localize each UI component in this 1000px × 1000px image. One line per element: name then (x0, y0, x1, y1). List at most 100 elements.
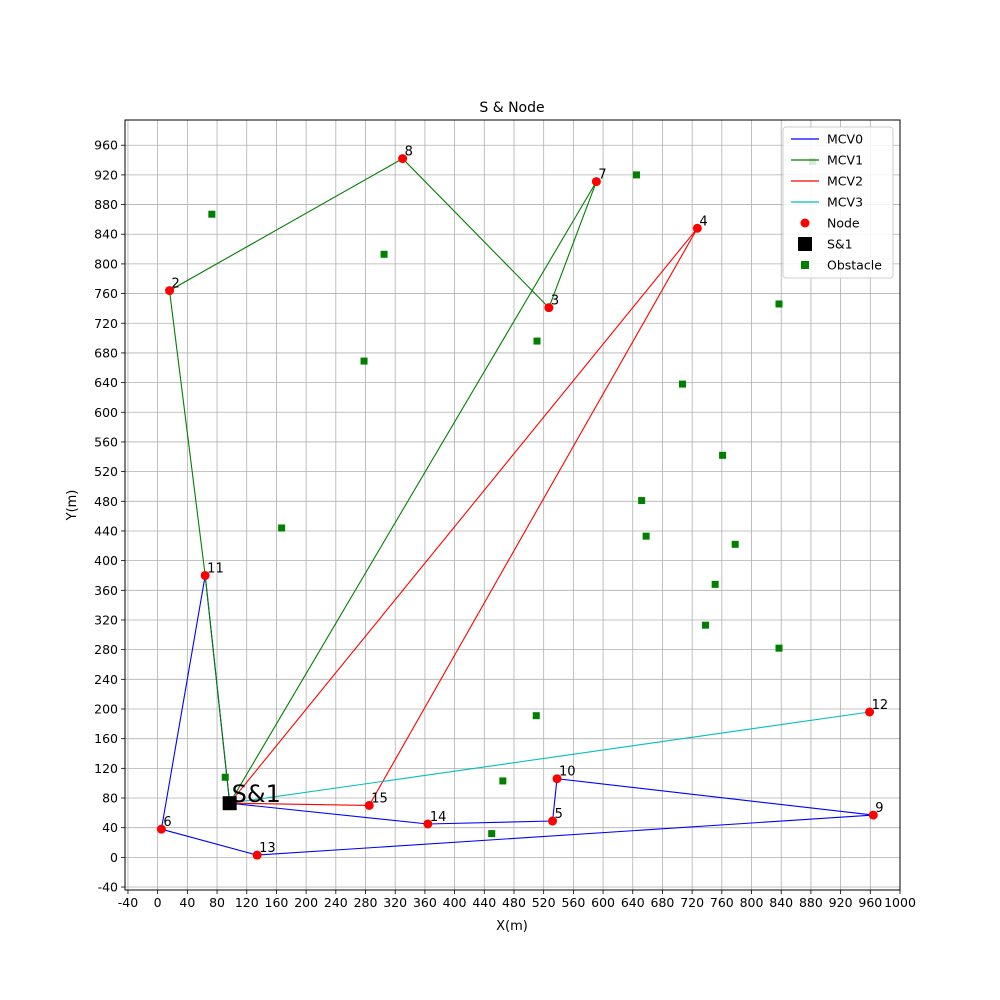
x-axis-ticks: -40 0 40 80 120 160 200 240 280 320 360 400 440 480 52… (118, 890, 916, 910)
obstacle-marker (632, 171, 640, 179)
node-label: 8 (405, 145, 413, 160)
node-label: 7 (598, 168, 606, 183)
x-tick-label: 360 (413, 895, 437, 910)
node-marker (200, 570, 210, 580)
station-marker-group: S&1 (222, 780, 281, 811)
obstacle-marker (775, 644, 783, 652)
x-tick-label: 760 (710, 895, 734, 910)
plot-area: 2 3 4 5 6 7 8 9 10 11 12 13 14 15 S&1 (124, 119, 901, 891)
obstacle-marker (532, 712, 540, 720)
x-tick-label: 920 (829, 895, 853, 910)
node-label: 6 (163, 815, 171, 830)
y-tick-label: 0 (110, 850, 118, 865)
y-tick-label: 760 (94, 286, 118, 301)
node-marker (364, 800, 374, 810)
x-axis-label: X(m) (496, 919, 528, 934)
x-tick-label: 960 (858, 895, 882, 910)
node-marker (544, 303, 554, 313)
x-tick-label: -40 (118, 895, 138, 910)
plot-frame (124, 119, 901, 891)
node-label: 4 (699, 214, 707, 229)
obstacle-marker (702, 621, 710, 629)
y-tick-label: 680 (94, 345, 118, 360)
node-marker (591, 177, 601, 187)
obstacle-marker (638, 497, 646, 505)
node-markers: 2 3 4 5 6 7 8 9 10 11 12 13 14 15 (156, 145, 889, 860)
x-tick-label: 0 (154, 895, 162, 910)
obstacle-marker (719, 451, 727, 459)
obstacle-marker (488, 830, 496, 838)
x-tick-label: 120 (235, 895, 259, 910)
x-tick-label: 160 (265, 895, 289, 910)
obstacle-marker (499, 777, 507, 785)
node-label: 12 (872, 698, 889, 713)
node-marker (252, 850, 262, 860)
x-tick-label: 80 (209, 895, 225, 910)
x-tick-label: 1000 (884, 895, 916, 910)
y-tick-label: 280 (94, 642, 118, 657)
y-tick-label: 480 (94, 494, 118, 509)
y-tick-label: 920 (94, 167, 118, 182)
y-tick-label: 160 (94, 731, 118, 746)
x-tick-label: 240 (324, 895, 348, 910)
obstacle-marker (278, 524, 286, 532)
legend-label: MCV0 (827, 132, 863, 147)
legend-label: MCV2 (827, 174, 863, 189)
y-tick-label: 640 (94, 375, 118, 390)
y-tick-label: 960 (94, 138, 118, 153)
obstacle-marker (208, 210, 216, 218)
y-tick-label: 40 (102, 820, 118, 835)
y-tick-label: 840 (94, 227, 118, 242)
node-marker (868, 810, 878, 820)
obstacle-marker (642, 532, 650, 540)
obstacle-marker (533, 337, 541, 345)
node-marker (692, 223, 702, 233)
y-tick-label: 240 (94, 672, 118, 687)
y-tick-label: 560 (94, 434, 118, 449)
legend-label: Node (827, 216, 860, 231)
x-tick-label: 520 (532, 895, 556, 910)
y-tick-label: 80 (102, 791, 118, 806)
x-tick-label: 320 (383, 895, 407, 910)
x-tick-label: 800 (740, 895, 764, 910)
x-tick-label: 680 (651, 895, 675, 910)
y-axis-ticks: -40 0 40 80 120 160 200 240 280 320 360 400 440 480 52… (94, 138, 125, 895)
x-tick-label: 640 (621, 895, 645, 910)
grid-lines (125, 120, 901, 890)
y-tick-label: 440 (94, 523, 118, 538)
obstacle-marker (678, 380, 686, 388)
route-mcv2 (229, 227, 698, 806)
node-marker (165, 286, 175, 296)
obstacle-marker (221, 773, 229, 781)
node-marker (865, 707, 875, 717)
y-tick-label: 360 (94, 583, 118, 598)
obstacle-markers (208, 158, 816, 838)
x-tick-label: 720 (680, 895, 704, 910)
legend-label: S&1 (827, 237, 853, 252)
obstacle-marker (731, 540, 739, 548)
legend-label: MCV3 (827, 195, 863, 210)
node-marker (398, 154, 408, 164)
y-tick-label: 120 (94, 761, 118, 776)
x-tick-label: 600 (591, 895, 615, 910)
node-marker (423, 819, 433, 829)
x-tick-label: 880 (799, 895, 823, 910)
node-label: 3 (551, 294, 559, 309)
node-label: 14 (430, 810, 447, 825)
x-tick-label: 200 (294, 895, 318, 910)
chart-title: S & Node (479, 100, 544, 116)
node-label: 13 (259, 841, 276, 856)
y-tick-label: -40 (98, 880, 118, 895)
y-tick-label: 520 (94, 464, 118, 479)
obstacle-marker (711, 580, 719, 588)
y-tick-label: 400 (94, 553, 118, 568)
node-label: 2 (172, 277, 180, 292)
x-tick-label: 40 (179, 895, 195, 910)
legend-swatch (801, 261, 809, 269)
legend-label: MCV1 (827, 153, 863, 168)
legend-swatch (800, 218, 810, 228)
node-marker (548, 816, 558, 826)
y-tick-label: 200 (94, 701, 118, 716)
obstacle-marker (380, 250, 388, 258)
